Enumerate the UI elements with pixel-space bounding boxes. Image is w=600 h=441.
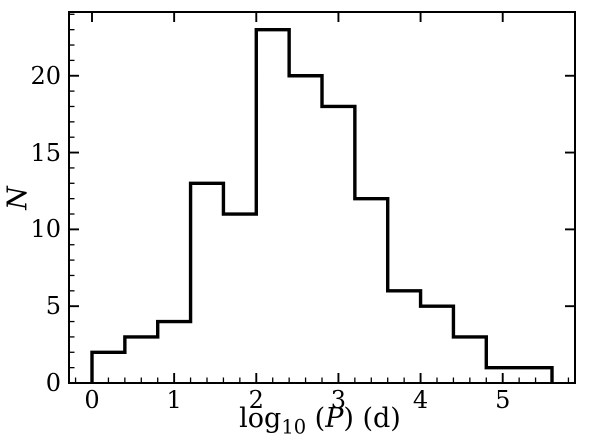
x-tick-label: 0 <box>84 386 100 414</box>
x-tick-label: 1 <box>166 386 182 414</box>
histogram-step-path <box>90 27 554 383</box>
xlabel-func: log <box>239 403 282 434</box>
y-tick-label: 10 <box>30 215 61 244</box>
axes-spines <box>68 11 576 384</box>
y-tick-label: 20 <box>30 61 61 90</box>
xlabel-pre: ( <box>306 403 326 434</box>
ylabel-variable: N <box>2 186 34 210</box>
xlabel-post: ) (d) <box>343 403 401 434</box>
xlabel-variable: P <box>325 403 344 434</box>
x-axis-label: log10 (P) (d) <box>239 403 401 437</box>
x-tick-label: 3 <box>330 386 347 414</box>
y-axis-label: N <box>3 186 34 210</box>
y-tick-label: 0 <box>45 369 61 397</box>
x-tick-label: 4 <box>412 386 429 414</box>
y-tick-label: 5 <box>45 292 61 321</box>
x-tick-label: 5 <box>495 386 511 414</box>
y-tick-label: 15 <box>30 138 61 167</box>
xlabel-subscript: 10 <box>281 415 307 439</box>
x-tick-label: 2 <box>248 386 264 414</box>
